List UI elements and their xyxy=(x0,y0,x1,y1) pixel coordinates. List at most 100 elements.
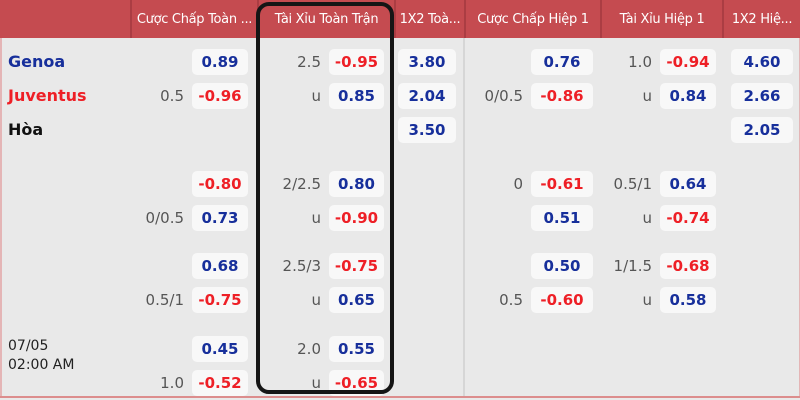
cell-hdp-h1: 0.76 xyxy=(464,48,600,75)
odds-row: 0.45 2.0 0.55 xyxy=(0,335,800,362)
handicap-label: 0.5 xyxy=(160,86,184,105)
cell-hdp-ft: 0.68 xyxy=(130,252,257,279)
left-edge-line xyxy=(0,38,2,396)
cell-ou-ft: u -0.90 xyxy=(257,204,394,231)
cell-ou-h1: u 0.84 xyxy=(600,82,722,109)
team-cell xyxy=(0,170,130,197)
team-cell xyxy=(0,286,130,313)
cell-x12-h1: 2.66 xyxy=(722,82,800,109)
odds-chip[interactable]: 0.76 xyxy=(531,48,593,75)
cell-ou-h1: 1/1.5 -0.68 xyxy=(600,252,722,279)
cell-ou-ft: 2.0 0.55 xyxy=(257,335,394,362)
odds-chip[interactable]: 0.65 xyxy=(329,286,384,313)
team-cell: Genoa xyxy=(0,48,130,75)
odds-chip[interactable]: -0.86 xyxy=(531,82,593,109)
odds-chip[interactable]: -0.75 xyxy=(192,286,248,313)
handicap-label: 1/1.5 xyxy=(613,256,652,275)
handicap-label: u xyxy=(311,373,321,392)
handicap-label: u xyxy=(642,208,652,227)
odds-chip[interactable]: -0.90 xyxy=(329,204,384,231)
odds-row: Juventus 0.5 -0.96 u 0.85 2.04 0/0.5 -0.86 u 0.84… xyxy=(0,82,800,109)
odds-row: 0.5/1 -0.75 u 0.65 0.5 -0.60 u 0.58 xyxy=(0,286,800,313)
header-col-blank xyxy=(0,0,130,38)
handicap-label: u xyxy=(311,290,321,309)
team-cell xyxy=(0,204,130,231)
handicap-label: u xyxy=(642,290,652,309)
cell-x12-ft xyxy=(394,286,464,313)
cell-hdp-ft xyxy=(130,116,257,143)
odds-row: 0/0.5 0.73 u -0.90 0.51 u -0.74 xyxy=(0,204,800,231)
cell-x12-h1 xyxy=(722,252,800,279)
cell-x12-h1 xyxy=(722,170,800,197)
cell-hdp-ft: 0.45 xyxy=(130,335,257,362)
team-name-away: Juventus xyxy=(8,86,87,105)
odds-chip[interactable]: -0.65 xyxy=(329,369,384,396)
cell-hdp-h1: 0.51 xyxy=(464,204,600,231)
odds-block-4: 07/05 02:00 AM 0.45 2.0 0.55 1.0 -0.52 u -0.65 xyxy=(0,335,800,396)
odds-chip[interactable]: 0.50 xyxy=(531,252,593,279)
odds-chip[interactable]: 2.05 xyxy=(731,116,793,143)
odds-chip[interactable]: -0.74 xyxy=(660,204,716,231)
odds-chip[interactable]: 3.50 xyxy=(398,116,456,143)
cell-hdp-h1 xyxy=(464,335,600,362)
header-col-handicap-h1: Cược Chấp Hiệp 1 xyxy=(464,0,600,38)
odds-row: 0.68 2.5/3 -0.75 0.50 1/1.5 -0.68 xyxy=(0,252,800,279)
cell-ou-ft xyxy=(257,116,394,143)
cell-hdp-h1 xyxy=(464,369,600,396)
odds-row: -0.80 2/2.5 0.80 0 -0.61 0.5/1 0.64 xyxy=(0,170,800,197)
odds-block-2: -0.80 2/2.5 0.80 0 -0.61 0.5/1 0.64 0/0.5 0.73 u -… xyxy=(0,170,800,231)
odds-chip[interactable]: 0.58 xyxy=(660,286,716,313)
odds-chip[interactable]: 0.51 xyxy=(531,204,593,231)
handicap-label: 2.5/3 xyxy=(282,256,321,275)
odds-chip[interactable]: 0.85 xyxy=(329,82,384,109)
odds-chip[interactable]: 2.04 xyxy=(398,82,456,109)
header-col-over-under-h1: Tài Xỉu Hiệp 1 xyxy=(600,0,722,38)
cell-ou-h1: u 0.58 xyxy=(600,286,722,313)
odds-chip[interactable]: 0.89 xyxy=(192,48,248,75)
odds-chip[interactable]: -0.95 xyxy=(329,48,384,75)
handicap-label: 0.5/1 xyxy=(145,290,184,309)
odds-chip[interactable]: 0.64 xyxy=(660,170,716,197)
handicap-label: u xyxy=(311,208,321,227)
odds-chip[interactable]: 0.45 xyxy=(192,335,248,362)
team-cell: Hòa xyxy=(0,116,130,143)
cell-ou-ft: u 0.65 xyxy=(257,286,394,313)
odds-chip[interactable]: -0.52 xyxy=(192,369,248,396)
odds-chip[interactable]: 0.73 xyxy=(192,204,248,231)
odds-chip[interactable]: -0.61 xyxy=(531,170,593,197)
cell-hdp-h1: 0/0.5 -0.86 xyxy=(464,82,600,109)
handicap-label: 0 xyxy=(513,174,523,193)
odds-chip[interactable]: -0.60 xyxy=(531,286,593,313)
odds-chip[interactable]: 0.68 xyxy=(192,252,248,279)
handicap-label: 1.0 xyxy=(160,373,184,392)
odds-chip[interactable]: 0.55 xyxy=(329,335,384,362)
odds-chip[interactable]: 4.60 xyxy=(731,48,793,75)
cell-hdp-ft: 0.89 xyxy=(130,48,257,75)
cell-x12-h1 xyxy=(722,335,800,362)
odds-chip[interactable]: 3.80 xyxy=(398,48,456,75)
team-cell: Juventus xyxy=(0,82,130,109)
handicap-label: 0/0.5 xyxy=(145,208,184,227)
odds-chip[interactable]: -0.94 xyxy=(660,48,716,75)
odds-chip[interactable]: 0.84 xyxy=(660,82,716,109)
handicap-label: 0.5 xyxy=(499,290,523,309)
odds-chip[interactable]: 2.66 xyxy=(731,82,793,109)
odds-block-3: 0.68 2.5/3 -0.75 0.50 1/1.5 -0.68 0.5/1 -0.75 u 0… xyxy=(0,252,800,313)
vertical-divider xyxy=(463,38,465,396)
match-datetime: 07/05 02:00 AM xyxy=(8,337,74,375)
handicap-label: u xyxy=(311,86,321,105)
cell-x12-h1: 4.60 xyxy=(722,48,800,75)
odds-chip[interactable]: 0.80 xyxy=(329,170,384,197)
odds-chip[interactable]: -0.96 xyxy=(192,82,248,109)
odds-chip[interactable]: -0.75 xyxy=(329,252,384,279)
odds-row: Genoa 0.89 2.5 -0.95 3.80 0.76 1.0 -0.94 4.60 xyxy=(0,48,800,75)
cell-x12-ft xyxy=(394,170,464,197)
table-header: Cược Chấp Toàn ... Tài Xỉu Toàn Trận 1X2… xyxy=(0,0,800,38)
handicap-label: 0.5/1 xyxy=(613,174,652,193)
cell-x12-ft: 3.50 xyxy=(394,116,464,143)
odds-chip[interactable]: -0.80 xyxy=(192,170,248,197)
handicap-label: u xyxy=(642,86,652,105)
odds-chip[interactable]: -0.68 xyxy=(660,252,716,279)
cell-hdp-ft: 0/0.5 0.73 xyxy=(130,204,257,231)
